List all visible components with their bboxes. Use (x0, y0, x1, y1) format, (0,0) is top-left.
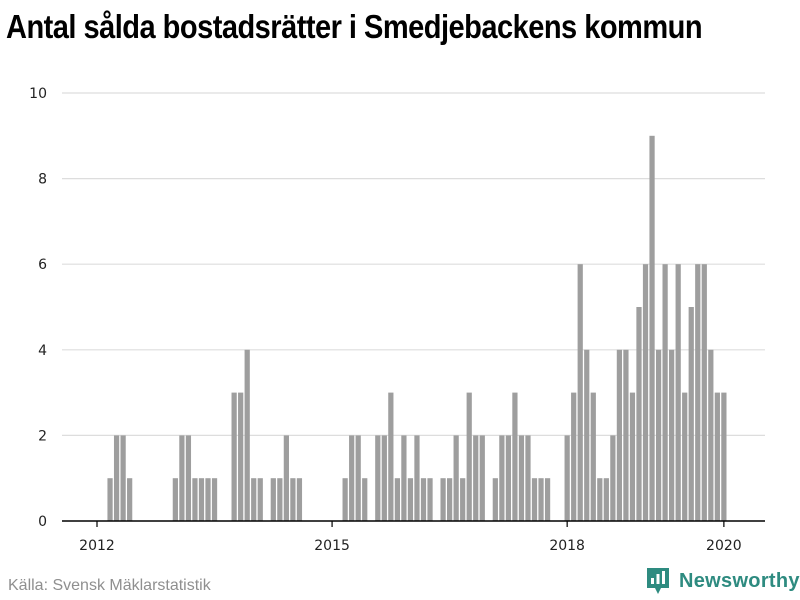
brand-logo[interactable]: Newsworthy (645, 566, 800, 596)
bar (427, 478, 433, 521)
bar (407, 478, 414, 521)
x-tick-label: 2012 (79, 538, 115, 554)
bar (466, 392, 472, 521)
bar (420, 478, 427, 521)
bar (505, 435, 512, 521)
bar (577, 264, 583, 521)
bar (290, 478, 296, 521)
bar (610, 435, 616, 521)
bar (649, 135, 655, 522)
bar (342, 478, 348, 521)
x-tick-label: 2015 (314, 538, 350, 554)
bar (688, 307, 694, 521)
bar (107, 478, 113, 521)
y-tick-label: 4 (38, 343, 47, 359)
bar (564, 435, 570, 521)
bar (172, 478, 178, 521)
y-tick-label: 8 (38, 172, 47, 188)
bar (571, 392, 577, 521)
bar (113, 435, 120, 521)
bar (362, 478, 368, 521)
bar (394, 478, 400, 521)
bar (695, 264, 701, 521)
bar (460, 478, 466, 521)
bar (714, 392, 720, 521)
bar (238, 392, 244, 521)
bar-series (107, 135, 727, 522)
bar (603, 478, 609, 521)
bar (251, 478, 257, 521)
bar (538, 478, 544, 521)
bar (492, 478, 498, 521)
bar (525, 435, 531, 521)
bar (623, 349, 629, 521)
bar (205, 478, 211, 521)
bar (669, 349, 675, 521)
bar (655, 349, 662, 521)
bar (597, 478, 603, 521)
bar (721, 392, 727, 521)
y-axis-ticks: 0 2 4 6 8 10 (29, 86, 47, 530)
x-tick-label: 2018 (549, 538, 585, 554)
bar (185, 435, 192, 521)
bar (231, 392, 237, 521)
bar (120, 435, 126, 521)
bar (355, 435, 361, 521)
y-tick-label: 0 (38, 514, 47, 530)
bar (642, 264, 649, 521)
bar (590, 392, 596, 521)
x-axis: 2012 2015 2018 2020 (62, 520, 765, 554)
bar (453, 435, 459, 521)
page-title: Antal sålda bostadsrätter i Smedjebacken… (6, 8, 703, 45)
bar (388, 392, 394, 521)
y-tick-label: 10 (29, 86, 47, 102)
bar (179, 435, 185, 521)
bar (283, 435, 289, 521)
y-tick-label: 6 (38, 257, 47, 273)
bar (198, 478, 205, 521)
bar (473, 435, 479, 521)
bar (270, 478, 276, 521)
bar (675, 264, 681, 521)
bar (192, 478, 198, 521)
bar (375, 435, 381, 521)
bar (257, 478, 263, 521)
bar (682, 392, 688, 521)
x-tick-label: 2020 (706, 538, 742, 554)
bar-chart: 0 2 4 6 8 10 2012 2015 2018 2020 (29, 86, 765, 554)
bar (531, 478, 538, 521)
bar (662, 264, 668, 521)
y-tick-label: 2 (38, 428, 47, 444)
bar (584, 349, 590, 521)
bar (277, 478, 283, 521)
bar (349, 435, 355, 521)
bar (544, 478, 551, 521)
bar (512, 392, 518, 521)
bar (127, 478, 133, 521)
bar (708, 349, 714, 521)
bar (381, 435, 387, 521)
bar (440, 478, 446, 521)
bar (296, 478, 303, 521)
bar (629, 392, 636, 521)
brand-name: Newsworthy (679, 569, 800, 592)
bar (244, 349, 250, 521)
source-note: Källa: Svensk Mäklarstatistik (8, 577, 211, 594)
bar (447, 478, 453, 521)
bar (616, 349, 623, 521)
bar (701, 264, 707, 521)
bar (636, 307, 642, 521)
bar (479, 435, 485, 521)
bar (518, 435, 525, 521)
bar (211, 478, 218, 521)
bar-chart-badge-icon (647, 568, 669, 594)
bar (499, 435, 505, 521)
bar (401, 435, 407, 521)
bar (414, 435, 420, 521)
